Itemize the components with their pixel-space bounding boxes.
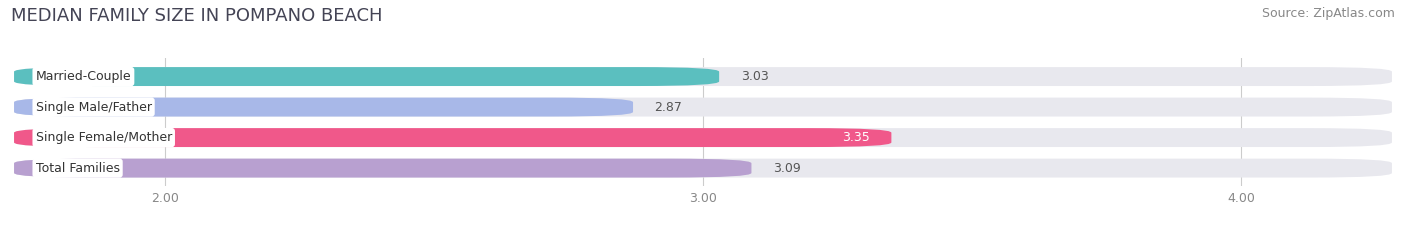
FancyBboxPatch shape (14, 98, 1392, 116)
FancyBboxPatch shape (14, 159, 751, 178)
FancyBboxPatch shape (14, 128, 1392, 147)
FancyBboxPatch shape (14, 159, 1392, 178)
Text: Single Female/Mother: Single Female/Mother (35, 131, 172, 144)
FancyBboxPatch shape (14, 98, 633, 116)
Text: 3.03: 3.03 (741, 70, 769, 83)
FancyBboxPatch shape (14, 67, 718, 86)
Text: Source: ZipAtlas.com: Source: ZipAtlas.com (1261, 7, 1395, 20)
Text: 3.35: 3.35 (842, 131, 870, 144)
Text: 2.87: 2.87 (655, 101, 682, 113)
Text: Married-Couple: Married-Couple (35, 70, 131, 83)
FancyBboxPatch shape (14, 67, 1392, 86)
Text: Total Families: Total Families (35, 162, 120, 175)
Text: Single Male/Father: Single Male/Father (35, 101, 152, 113)
Text: 3.09: 3.09 (773, 162, 801, 175)
FancyBboxPatch shape (14, 128, 891, 147)
Text: MEDIAN FAMILY SIZE IN POMPANO BEACH: MEDIAN FAMILY SIZE IN POMPANO BEACH (11, 7, 382, 25)
